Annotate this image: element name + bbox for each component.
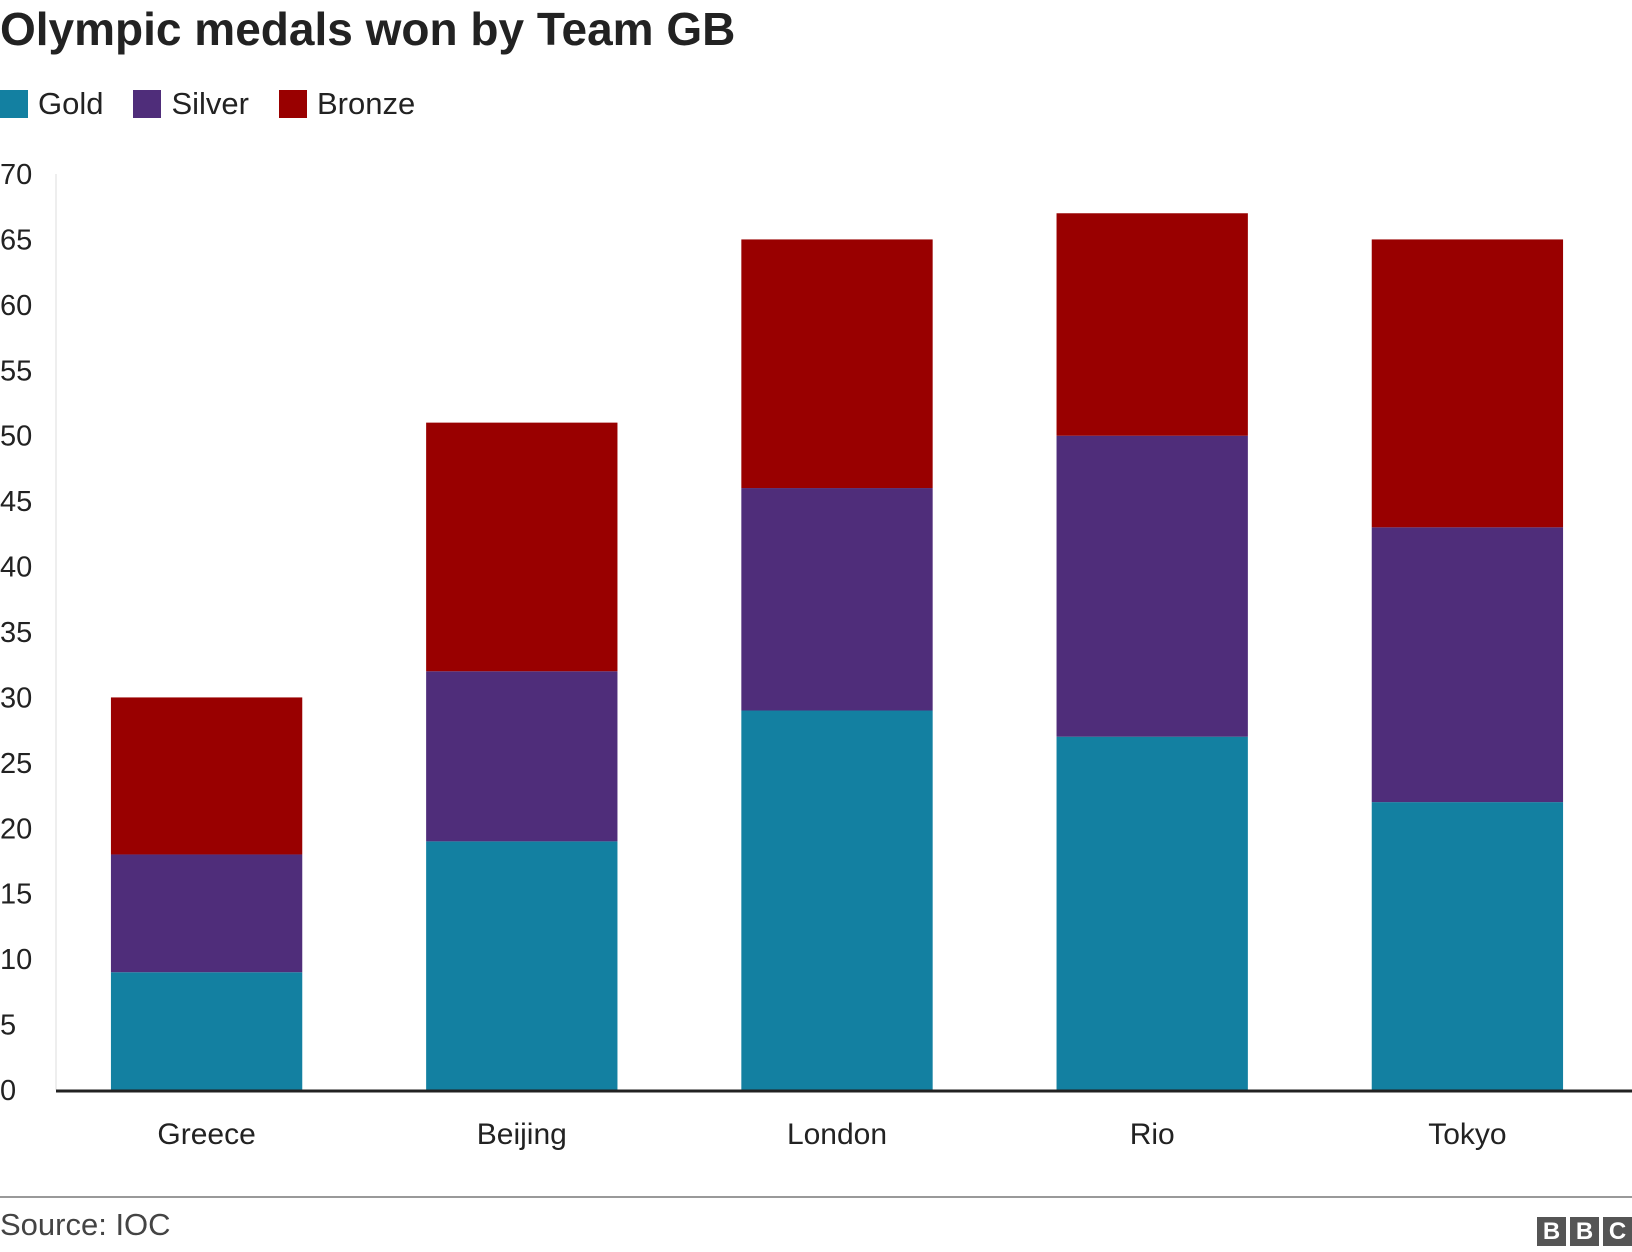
y-tick-label: 5 — [0, 1010, 16, 1042]
bbc-logo: B B C — [1533, 1217, 1632, 1246]
bar-bronze-tokyo — [1371, 239, 1564, 528]
y-tick-label: 10 — [0, 944, 32, 976]
x-category-label: Beijing — [477, 1118, 567, 1150]
bar-bronze-rio — [1056, 213, 1248, 436]
legend-label-bronze: Bronze — [317, 86, 416, 121]
bbc-logo-letter-3: C — [1603, 1217, 1632, 1246]
footer-divider — [0, 1196, 1632, 1198]
bar-gold-london — [741, 710, 933, 1090]
y-tick-label: 50 — [0, 421, 32, 453]
y-tick-label: 20 — [0, 813, 32, 845]
bar-bronze-greece — [110, 697, 303, 855]
bbc-logo-letter-2: B — [1570, 1217, 1599, 1246]
bar-silver-greece — [110, 854, 303, 973]
y-tick-label: 40 — [0, 552, 32, 584]
legend-item-gold: Gold — [0, 86, 103, 122]
y-tick-label: 0 — [0, 1075, 16, 1107]
bar-silver-rio — [1056, 435, 1248, 737]
source-note: Source: IOC — [0, 1207, 171, 1242]
y-tick-label: 55 — [0, 355, 32, 387]
bar-bronze-london — [741, 239, 933, 489]
y-tick-label: 45 — [0, 486, 32, 518]
bar-gold-tokyo — [1371, 802, 1564, 1090]
legend-label-silver: Silver — [171, 86, 249, 121]
bar-silver-beijing — [426, 671, 618, 842]
bar-silver-london — [741, 488, 933, 711]
legend-item-bronze: Bronze — [279, 86, 415, 122]
bar-silver-tokyo — [1371, 527, 1564, 803]
y-tick-label: 60 — [0, 290, 32, 322]
x-category-label: Tokyo — [1428, 1118, 1506, 1150]
y-tick-label: 15 — [0, 879, 32, 911]
bar-gold-beijing — [426, 841, 618, 1090]
legend-swatch-silver — [133, 90, 162, 118]
legend-swatch-gold — [0, 90, 28, 118]
bbc-logo-letter-1: B — [1537, 1217, 1566, 1246]
chart-title: Olympic medals won by Team GB — [0, 3, 736, 55]
y-tick-label: 35 — [0, 617, 32, 649]
y-tick-label: 30 — [0, 682, 32, 714]
bar-gold-rio — [1056, 736, 1248, 1090]
stacked-bar-chart: 0 5 10 15 20 25 30 35 40 45 50 55 60 65 70 Greece Beijin… — [0, 159, 1632, 1150]
x-category-label: Greece — [157, 1118, 255, 1150]
legend-swatch-bronze — [279, 90, 307, 118]
bar-bronze-beijing — [426, 422, 618, 672]
bar-gold-greece — [110, 972, 303, 1090]
y-tick-label: 70 — [0, 159, 32, 191]
x-category-label: London — [787, 1118, 887, 1150]
x-category-label: Rio — [1130, 1118, 1175, 1150]
legend-item-silver: Silver — [133, 86, 249, 122]
legend-label-gold: Gold — [38, 86, 104, 121]
chart-legend: Gold Silver Bronze — [0, 86, 445, 122]
y-tick-label: 25 — [0, 748, 32, 780]
y-tick-label: 65 — [0, 224, 32, 256]
